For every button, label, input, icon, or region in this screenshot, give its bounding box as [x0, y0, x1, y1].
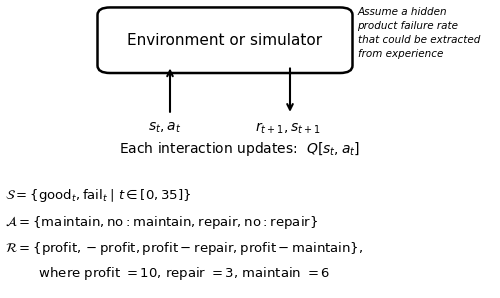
- Text: Each interaction updates:  $\mathit{Q}[s_t, a_t]$: Each interaction updates: $\mathit{Q}[s_…: [120, 140, 360, 158]
- Text: Environment or simulator: Environment or simulator: [128, 33, 322, 48]
- Text: Assume a hidden
product failure rate
that could be extracted
from experience: Assume a hidden product failure rate tha…: [358, 7, 480, 59]
- Text: $r_{t+1}, s_{t+1}$: $r_{t+1}, s_{t+1}$: [255, 121, 320, 136]
- Text: $\mathcal{A} = \{\mathrm{maintain, no{:}maintain, repair, no{:}repair}\}$: $\mathcal{A} = \{\mathrm{maintain, no{:}…: [5, 213, 318, 231]
- Text: $\mathcal{R} = \{\mathrm{profit,} - \mathrm{profit, profit} - \mathrm{repair, pr: $\mathcal{R} = \{\mathrm{profit,} - \mat…: [5, 240, 364, 257]
- Text: $s_t, a_t$: $s_t, a_t$: [148, 121, 182, 135]
- Text: where profit $= 10$, repair $= 3$, maintain $= 6$: where profit $= 10$, repair $= 3$, maint…: [5, 265, 330, 282]
- FancyBboxPatch shape: [98, 7, 352, 73]
- Text: $\mathcal{S} = \{\mathrm{good}_t, \mathrm{fail}_t \mid t \in [0,35]\}$: $\mathcal{S} = \{\mathrm{good}_t, \mathr…: [5, 187, 192, 204]
